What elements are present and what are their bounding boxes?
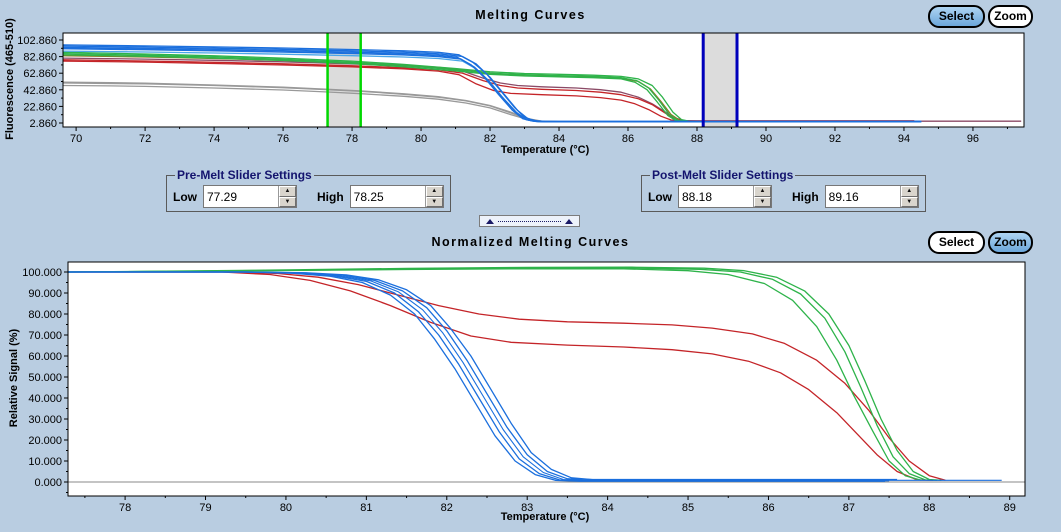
post-melt-low-input[interactable] [679,186,753,207]
bottom-y-axis-label: Relative Signal (%) [8,328,20,428]
svg-text:88: 88 [691,133,703,145]
bottom-x-axis-label: Temperature (°C) [500,511,590,523]
post-melt-low-increment-arrow-icon[interactable]: ▲ [754,186,771,197]
svg-text:70: 70 [70,133,82,145]
bottom-zoom-button[interactable]: Zoom [988,231,1033,254]
svg-text:78: 78 [119,502,131,514]
svg-text:10.000: 10.000 [28,456,62,468]
post-melt-low-decrement-arrow-icon[interactable]: ▼ [754,196,771,207]
svg-text:72: 72 [139,133,151,145]
post-melt-settings-panel: Post-Melt Slider Settings Low ▲ ▼ High ▲… [641,168,926,212]
svg-text:90: 90 [760,133,772,145]
svg-text:92: 92 [829,133,841,145]
top-zoom-button[interactable]: Zoom [988,5,1033,28]
svg-text:81: 81 [360,502,372,514]
svg-text:60.000: 60.000 [28,351,62,363]
normalized-melting-curves-title: Normalized Melting Curves [431,235,630,249]
svg-text:2.860: 2.860 [29,118,57,130]
post-melt-high-spinbox: ▲ ▼ [824,185,919,208]
svg-text:82: 82 [484,133,496,145]
svg-text:90.000: 90.000 [28,288,62,300]
pre-melt-low-spinbox: ▲ ▼ [203,185,297,208]
post-melt-high-spinner: ▲ ▼ [899,186,918,207]
svg-text:94: 94 [898,133,910,145]
post-melt-high-decrement-arrow-icon[interactable]: ▼ [900,196,918,207]
post-melt-low-spinner: ▲ ▼ [753,186,771,207]
svg-text:76: 76 [277,133,289,145]
splitter-collapse-up-right-icon[interactable] [565,218,573,224]
svg-text:0.000: 0.000 [34,477,62,489]
top-x-axis-label: Temperature (°C) [500,144,590,156]
pre-melt-settings-panel: Pre-Melt Slider Settings Low ▲ ▼ High ▲ … [166,168,451,212]
post-melt-high-input[interactable] [825,186,900,207]
pre-melt-high-increment-arrow-icon[interactable]: ▲ [425,186,443,197]
bottom-select-button[interactable]: Select [928,231,985,254]
svg-text:96: 96 [967,133,979,145]
pre-melt-high-decrement-arrow-icon[interactable]: ▼ [425,196,443,207]
pre-melt-low-spinner: ▲ ▼ [278,186,296,207]
top-select-button[interactable]: Select [928,5,985,28]
pre-melt-low-label: Low [173,189,197,204]
post-melt-low-spinbox: ▲ ▼ [678,185,772,208]
svg-text:84: 84 [553,133,565,145]
svg-text:87: 87 [843,502,855,514]
svg-text:50.000: 50.000 [28,372,62,384]
pre-melt-low-decrement-arrow-icon[interactable]: ▼ [279,196,296,207]
svg-text:88: 88 [923,502,935,514]
svg-text:74: 74 [208,133,220,145]
melting-curves-title: Melting Curves [475,8,586,22]
svg-text:20.000: 20.000 [28,435,62,447]
svg-text:84: 84 [601,502,613,514]
svg-text:86: 86 [622,133,634,145]
svg-text:42.860: 42.860 [23,85,57,97]
post-melt-high-increment-arrow-icon[interactable]: ▲ [900,186,918,197]
splitter-collapse-up-left-icon[interactable] [486,218,494,224]
post-melt-legend: Post-Melt Slider Settings [652,168,794,182]
svg-text:82: 82 [441,502,453,514]
pre-melt-high-spinner: ▲ ▼ [424,186,443,207]
svg-text:89: 89 [1004,502,1016,514]
svg-text:62.860: 62.860 [23,68,57,80]
post-melt-high-label: High [792,189,819,204]
pre-melt-high-spinbox: ▲ ▼ [349,185,444,208]
pre-melt-low-increment-arrow-icon[interactable]: ▲ [279,186,296,197]
pre-melt-legend: Pre-Melt Slider Settings [177,168,312,182]
svg-text:100.000: 100.000 [22,267,62,279]
svg-text:80: 80 [280,502,292,514]
post-melt-low-label: Low [648,189,672,204]
svg-text:83: 83 [521,502,533,514]
top-y-axis-label: Fluorescence (465-510) [4,18,16,140]
svg-text:40.000: 40.000 [28,393,62,405]
chart-splitter-handle[interactable] [479,215,580,227]
pre-melt-low-input[interactable] [204,186,278,207]
svg-text:80: 80 [415,133,427,145]
svg-text:79: 79 [199,502,211,514]
svg-text:102.860: 102.860 [17,35,57,47]
svg-text:78: 78 [346,133,358,145]
pre-melt-high-input[interactable] [350,186,425,207]
svg-text:86: 86 [762,502,774,514]
svg-text:70.000: 70.000 [28,330,62,342]
svg-text:22.860: 22.860 [23,101,57,113]
svg-text:85: 85 [682,502,694,514]
svg-text:30.000: 30.000 [28,414,62,426]
svg-text:82.860: 82.860 [23,52,57,64]
svg-text:80.000: 80.000 [28,309,62,321]
splitter-dots [498,220,561,222]
pre-melt-high-label: High [317,189,344,204]
